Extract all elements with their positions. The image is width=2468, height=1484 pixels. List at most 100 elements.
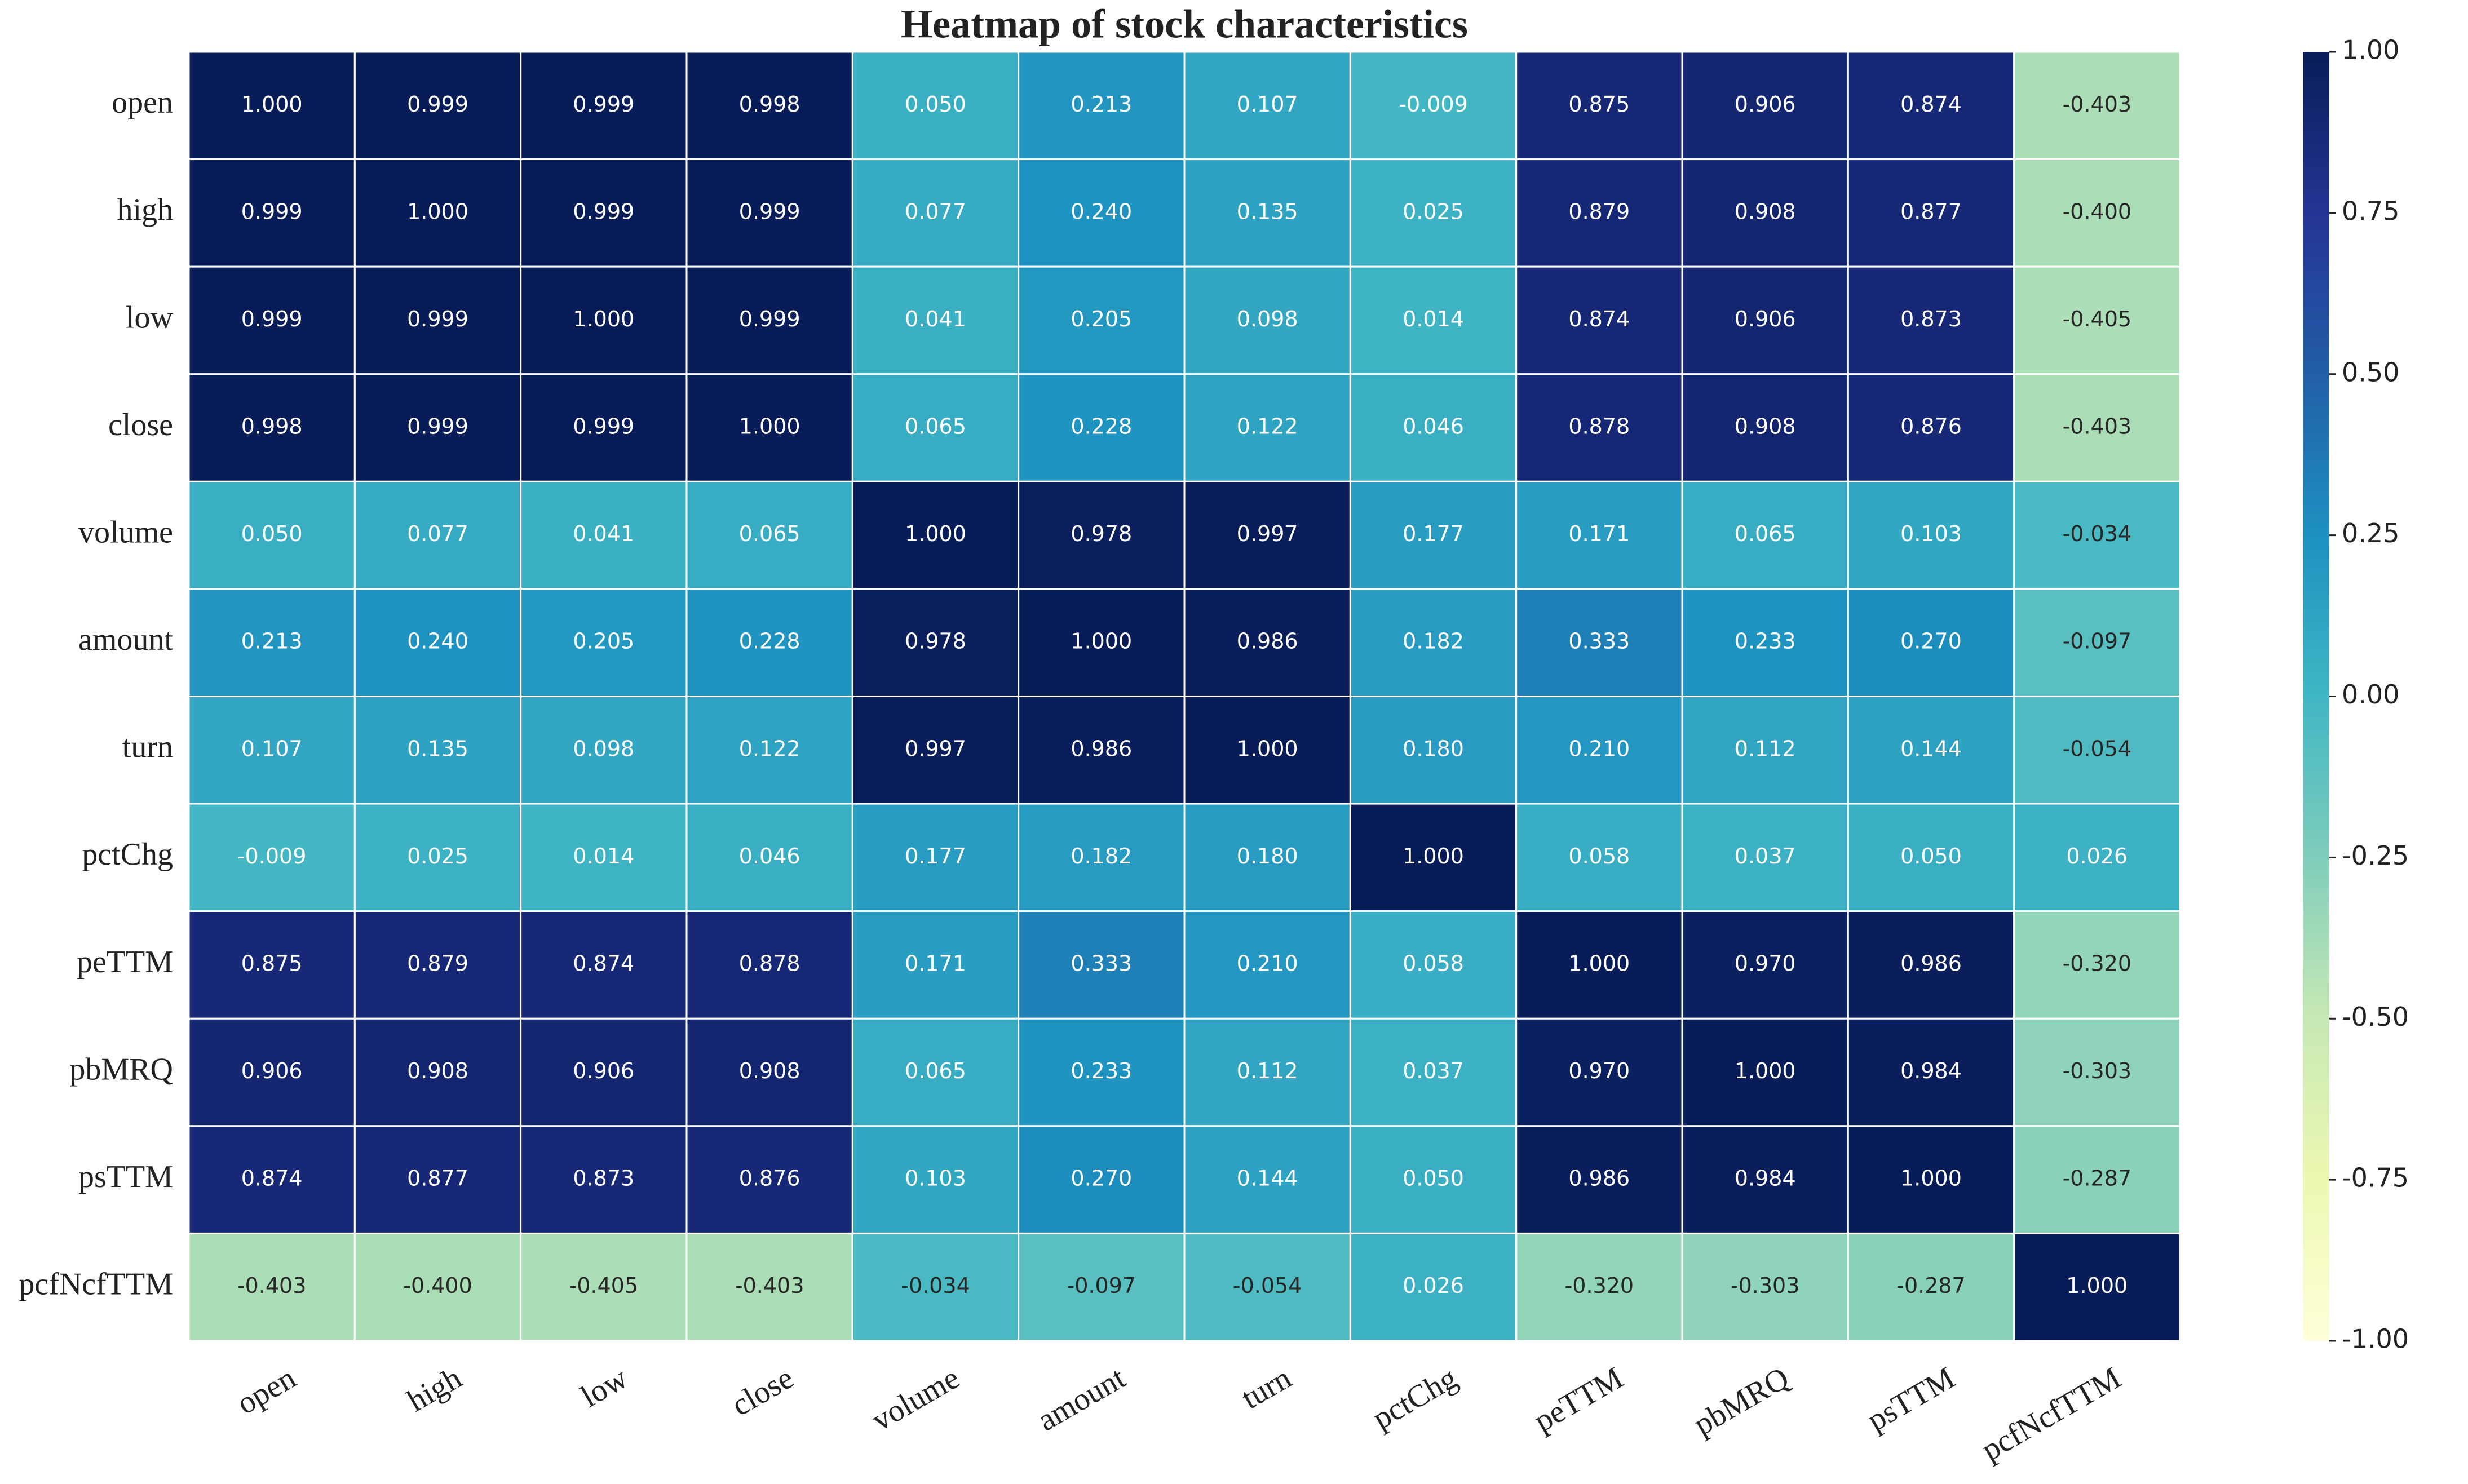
cell-label: -0.320 [1565, 1273, 1634, 1298]
x-tick-label: volume [866, 1361, 965, 1438]
x-tick-label: peTTM [1528, 1361, 1629, 1439]
x-tick-label: pbMRQ [1688, 1361, 1795, 1443]
cell-label: -0.287 [1896, 1273, 1966, 1298]
cell-label: 0.978 [905, 629, 966, 654]
colorbar-tick-label: 1.00 [2342, 35, 2399, 65]
heatmap-cell [2013, 51, 2181, 161]
heatmap-cell [353, 1017, 522, 1127]
heatmap-cell [851, 803, 1020, 912]
cell-label: 1.000 [739, 414, 800, 439]
cell-label: 1.000 [1403, 844, 1464, 869]
heatmap-cell [1515, 588, 1683, 697]
cell-label: 0.984 [1900, 1058, 1962, 1083]
heatmap-cell [1681, 696, 1849, 805]
cell-label: 0.997 [905, 736, 966, 761]
heatmap-cell [2013, 158, 2181, 268]
cell-label: 0.984 [1735, 1166, 1796, 1191]
heatmap-cell [1183, 480, 1351, 590]
heatmap-cell [851, 51, 1020, 161]
cell-label: 0.135 [407, 736, 468, 761]
cell-label: 0.908 [1735, 414, 1796, 439]
cell-label: 0.103 [1900, 521, 1962, 546]
cell-label: 0.135 [1237, 199, 1298, 224]
cell-label: 0.210 [1568, 736, 1630, 761]
cell-label: 0.041 [573, 521, 634, 546]
cell-label: -0.009 [237, 844, 307, 869]
heatmap-cell [1515, 373, 1683, 482]
heatmap-cell [685, 373, 853, 482]
cell-label: 0.046 [739, 844, 800, 869]
heatmap-cell [1183, 696, 1351, 805]
colorbar [2303, 52, 2329, 1341]
cell-label: 0.906 [573, 1058, 634, 1083]
x-tick-label: turn [1236, 1361, 1297, 1416]
heatmap-cell [188, 373, 356, 482]
heatmap-cell [188, 265, 356, 375]
heatmap-cell [685, 696, 853, 805]
heatmap-cell [851, 158, 1020, 268]
cell-label: 0.878 [739, 951, 800, 976]
chart-title: Heatmap of stock characteristics [901, 2, 1468, 47]
cell-label: 0.873 [573, 1166, 634, 1191]
y-tick-label: peTTM [77, 945, 173, 980]
cell-label: 0.182 [1403, 629, 1464, 654]
cell-label: -0.034 [901, 1273, 970, 1298]
heatmap-cell [188, 803, 356, 912]
heatmap-cell [520, 1232, 688, 1342]
cell-label: -0.405 [569, 1273, 639, 1298]
cell-label: 0.908 [407, 1058, 468, 1083]
heatmap-cell [1847, 803, 2015, 912]
cell-label: 1.000 [905, 521, 966, 546]
cell-label: 0.180 [1237, 844, 1298, 869]
heatmap-cell [2013, 803, 2181, 912]
cell-label: 0.986 [1237, 629, 1298, 654]
cell-label: 0.997 [1237, 521, 1298, 546]
heatmap-cell [685, 803, 853, 912]
cell-label: 0.144 [1237, 1166, 1298, 1191]
cell-label: 0.205 [1071, 307, 1132, 331]
cell-label: 0.037 [1403, 1058, 1464, 1083]
heatmap-cell [1183, 588, 1351, 697]
heatmap-cell [2013, 1017, 2181, 1127]
cell-label: 0.874 [241, 1166, 303, 1191]
colorbar-tick-label: 0.00 [2342, 679, 2399, 710]
heatmap-cell [1681, 588, 1849, 697]
heatmap-cell [188, 480, 356, 590]
cell-label: 0.999 [739, 199, 800, 224]
x-tick-label: low [575, 1360, 634, 1414]
cell-label: 0.233 [1735, 629, 1796, 654]
cell-label: 0.144 [1900, 736, 1962, 761]
cell-label: 0.970 [1568, 1058, 1630, 1083]
heatmap-cell [1183, 265, 1351, 375]
cell-label: 0.077 [905, 199, 966, 224]
heatmap-cell [851, 265, 1020, 375]
cell-label: 0.050 [905, 92, 966, 117]
y-tick-label: amount [78, 622, 173, 657]
heatmap-cell [188, 1125, 356, 1234]
cell-label: -0.009 [1399, 92, 1468, 117]
heatmap-cell [1515, 158, 1683, 268]
cell-label: 0.999 [241, 307, 303, 331]
heatmap-cell [520, 1125, 688, 1234]
x-tick-label: open [231, 1361, 302, 1421]
cell-label: 0.877 [407, 1166, 468, 1191]
heatmap-cell [1847, 158, 2015, 268]
cell-label: 0.986 [1568, 1166, 1630, 1191]
cell-label: 0.986 [1071, 736, 1132, 761]
y-tick-label: close [108, 407, 173, 442]
heatmap-cell [1183, 910, 1351, 1020]
cell-label: 0.171 [905, 951, 966, 976]
heatmap-cell [353, 373, 522, 482]
heatmap-cell [1349, 480, 1518, 590]
heatmap-cell [685, 1125, 853, 1234]
x-tick-label: high [401, 1361, 467, 1419]
cell-label: 0.270 [1071, 1166, 1132, 1191]
cell-label: 0.228 [1071, 414, 1132, 439]
cell-label: 0.906 [1735, 307, 1796, 331]
colorbar-tick-label: 0.25 [2342, 518, 2399, 548]
cell-label: 0.978 [1071, 521, 1132, 546]
heatmap-cell [1847, 265, 2015, 375]
colorbar-tick-label: -1.00 [2342, 1324, 2409, 1354]
colorbar-tick-label: 0.50 [2342, 357, 2399, 387]
heatmap-cell [851, 1125, 1020, 1234]
